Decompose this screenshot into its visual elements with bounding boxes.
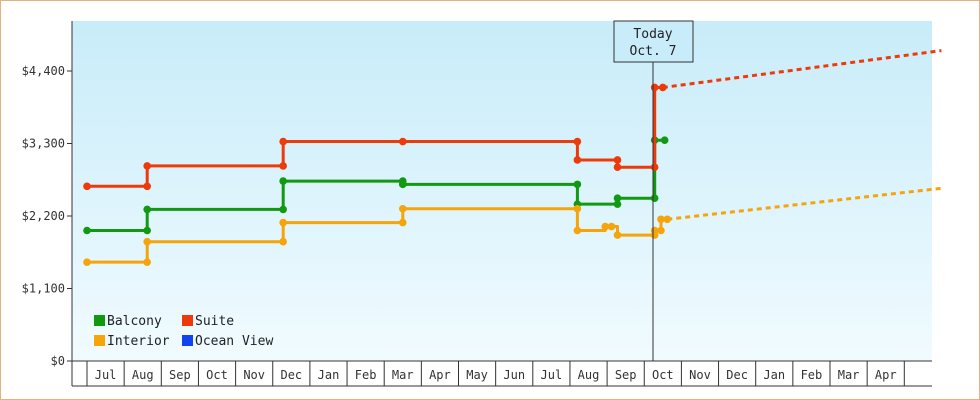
data-point [660,136,669,145]
x-tick-label: Mar [838,368,860,382]
today-date: Oct. 7 [630,44,677,59]
data-point [613,156,622,164]
x-tick-label: Jul [95,368,117,382]
data-point [613,163,622,172]
data-point [573,226,582,235]
x-tick-label: Jun [503,368,525,382]
data-point [398,204,407,213]
data-point [279,177,287,185]
today-label: Today [633,27,672,42]
data-point [83,182,91,191]
y-tick-label: $0 [51,354,65,368]
data-point [663,215,672,224]
data-point [613,200,622,208]
x-tick-label: Dec [726,368,748,382]
x-tick-label: Nov [689,368,711,382]
x-tick-label: Sep [615,368,637,382]
forecast-line-interior [667,186,942,221]
data-point [279,218,287,227]
legend: Balcony Suite Interior Ocean View [94,314,273,349]
x-tick-label: Aug [578,368,600,382]
x-tick-label: Oct [206,368,228,382]
series-line-balcony [87,138,665,232]
legend-label: Ocean View [195,334,273,349]
x-tick-label: Apr [429,368,451,382]
legend-swatch [182,315,193,326]
forecast-line-suite [662,49,942,89]
today-box [613,20,694,63]
x-tick-label: Oct [652,368,674,382]
legend-label: Interior [107,334,170,349]
data-point [398,137,407,146]
data-point [657,226,665,235]
data-point [398,218,407,227]
legend-swatch [94,315,105,326]
x-tick-label: Feb [801,368,823,382]
legend-swatch [94,335,105,346]
today-marker: Today Oct. 7 [613,20,694,361]
data-point [573,180,582,189]
x-tick-label: Aug [132,368,154,382]
y-tick-label: $2,200 [22,209,65,223]
data-point [613,194,622,203]
data-point [143,226,151,235]
series-lines [83,49,942,266]
data-point [83,258,91,266]
x-tick-label: Nov [243,368,265,382]
data-point [143,237,151,246]
data-point [143,258,151,266]
data-point [650,163,659,172]
data-point [650,194,659,203]
legend-label: Balcony [107,314,162,329]
data-point [659,83,667,92]
y-tick-label: $1,100 [22,282,65,296]
data-point [279,162,287,170]
data-point [573,156,582,164]
data-point [650,83,659,92]
legend-swatch [182,335,193,346]
data-point [573,204,582,213]
x-tick-label: Sep [169,368,191,382]
data-point [573,137,582,146]
y-tick-label: $4,400 [22,64,65,78]
data-point [657,215,665,224]
data-point [601,222,610,231]
data-point [613,231,622,239]
x-tick-label: Feb [355,368,377,382]
x-tick-label: Dec [280,368,302,382]
y-axis: $0 $1,100 $2,200 $3,300 $4,400 [22,21,73,368]
plot-background [72,21,932,361]
legend-label: Suite [195,314,234,329]
data-point [83,226,91,235]
data-point [279,205,287,214]
x-tick-label: Apr [875,368,897,382]
x-tick-label: Jan [763,368,785,382]
data-point [143,182,151,191]
x-tick-label: May [466,368,488,382]
y-tick-label: $3,300 [22,137,65,151]
data-point [607,222,616,231]
data-point [143,162,151,170]
data-point [279,137,287,146]
data-point [143,205,151,214]
x-tick-label: Jan [318,368,340,382]
data-point [279,237,287,246]
x-tick-label: Mar [392,368,414,382]
x-axis: Jul Aug Sep Oct Nov Dec Jan Feb Mar Apr May Jun Jul A… [71,360,932,387]
data-point [398,180,407,189]
x-tick-label: Jul [541,368,563,382]
